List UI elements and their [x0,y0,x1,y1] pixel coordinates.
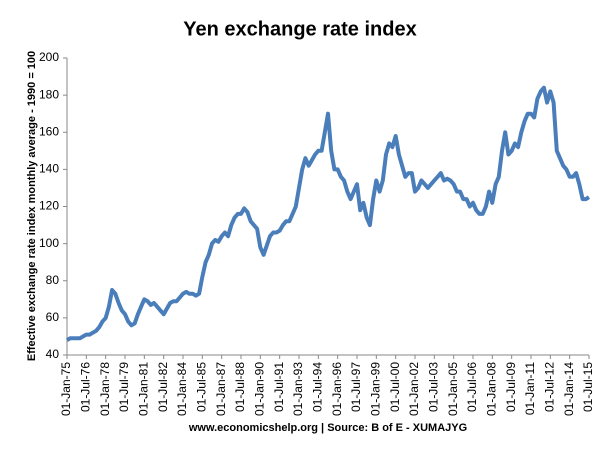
y-tick-label: 60 [46,310,60,324]
x-tick-label: 01-Jul-09 [504,362,518,412]
x-tick-label: 01-Jan-81 [137,362,151,416]
y-tick-label: 40 [46,347,60,361]
x-tick-label: 01-Jan-08 [485,362,499,416]
y-tick-label: 160 [39,124,59,138]
x-tick-label: 01-Jul-03 [427,362,441,412]
y-tick-label: 200 [39,50,59,64]
data-line [66,85,591,342]
x-tick-label: 01-Jan-96 [330,362,344,416]
x-tick-label: 01-Jan-93 [291,362,305,416]
x-tick-label: 01-Jul-12 [543,362,557,412]
source: www.economicshelp.org | Source: B of E -… [188,422,467,434]
x-tick-label: 01-Jul-15 [581,362,595,412]
chart-title: Yen exchange rate index [183,18,416,40]
y-tick-label: 80 [46,273,60,287]
x-tick-label: 01-Jan-78 [98,362,112,416]
y-axis-label: Effective exchange rate index monthly av… [26,51,38,361]
x-tick-label: 01-Jan-84 [175,362,189,416]
x-tick-label: 01-Jan-99 [369,362,383,416]
x-tick-label: 01-Jul-94 [311,362,325,412]
x-tick-label: 01-Jan-11 [523,362,537,415]
y-tick-label: 100 [39,236,59,250]
x-tick-label: 01-Jul-97 [349,362,363,412]
x-tick-label: 01-Jan-90 [253,362,267,416]
x-tick-label: 01-Jan-05 [446,362,460,416]
x-tick-label: 01-Jul-88 [233,362,247,412]
x-tick-label: 01-Jul-76 [79,362,93,412]
y-tick-label: 140 [39,162,59,176]
y-tick-label: 120 [39,199,59,213]
x-tick-label: 01-Jan-02 [407,362,421,416]
x-tick-label: 01-Jul-91 [272,362,286,412]
x-tick-label: 01-Jul-00 [388,362,402,412]
x-tick-label: 01-Jan-75 [59,362,73,416]
x-tick-label: 01-Jan-14 [562,362,576,416]
x-tick-label: 01-Jul-82 [156,362,170,412]
x-tick-label: 01-Jan-87 [214,362,228,416]
x-tick-label: 01-Jul-79 [117,362,131,412]
y-tick-label: 180 [39,87,59,101]
x-tick-label: 01-Jul-85 [195,362,209,412]
x-tick-label: 01-Jul-06 [465,362,479,412]
